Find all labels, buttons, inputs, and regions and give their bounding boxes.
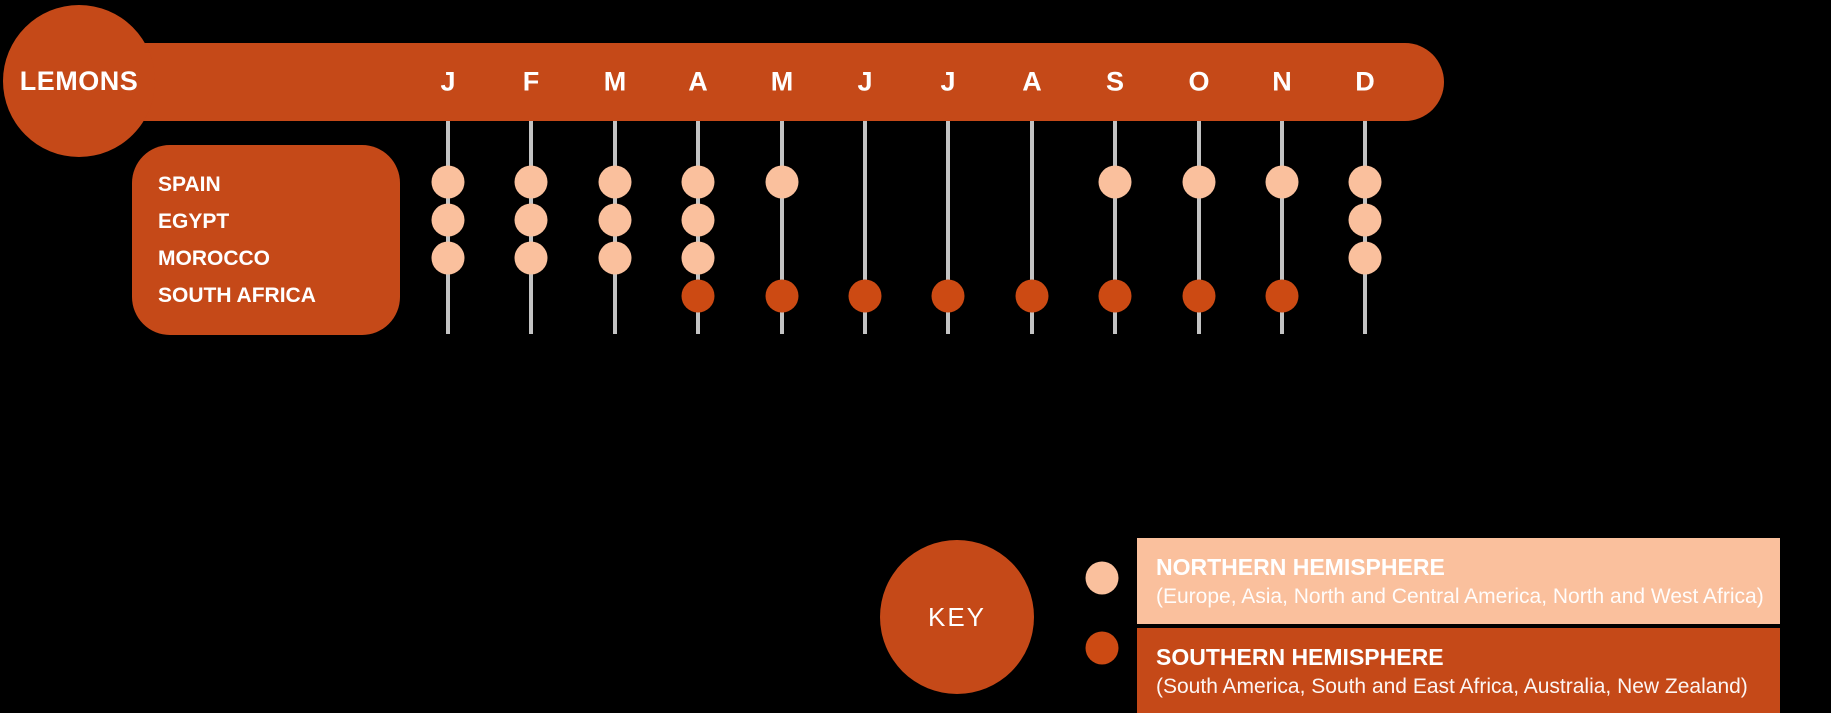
availability-dot (1348, 203, 1382, 237)
availability-dot (1265, 279, 1299, 313)
availability-dot (1348, 165, 1382, 199)
availability-dot (1015, 279, 1049, 313)
country-list: SPAIN EGYPT MOROCCO SOUTH AFRICA (132, 166, 400, 314)
key-badge: KEY (880, 540, 1034, 694)
availability-dot (514, 241, 548, 275)
availability-dot (598, 165, 632, 199)
availability-dot (598, 203, 632, 237)
southern-hemisphere-dot-icon (1085, 631, 1119, 665)
month-label: D (1355, 66, 1375, 97)
availability-dot (1265, 165, 1299, 199)
month-gridline (863, 121, 867, 334)
page-title: LEMONS (19, 65, 139, 96)
key-entry-title: NORTHERN HEMISPHERE (1156, 554, 1445, 580)
availability-dot (514, 203, 548, 237)
month-gridline (1113, 121, 1117, 334)
key-label: KEY (927, 601, 987, 632)
month-label: J (940, 66, 956, 97)
month-gridline (946, 121, 950, 334)
country-box: SPAIN EGYPT MOROCCO SOUTH AFRICA (132, 145, 400, 335)
availability-dot (1182, 279, 1216, 313)
availability-dot (765, 165, 799, 199)
key-entry-title: SOUTHERN HEMISPHERE (1156, 644, 1444, 670)
month-label: N (1272, 66, 1292, 97)
availability-dot (1348, 241, 1382, 275)
country-label-morocco: MOROCCO (158, 247, 270, 270)
availability-dot (848, 279, 882, 313)
month-gridline (1280, 121, 1284, 334)
month-label: J (440, 66, 456, 97)
country-label-egypt: EGYPT (158, 210, 230, 233)
availability-dot (598, 241, 632, 275)
availability-dot (1182, 165, 1216, 199)
availability-dot (514, 165, 548, 199)
availability-dot (765, 279, 799, 313)
availability-dot (1098, 279, 1132, 313)
month-label: S (1105, 66, 1125, 97)
availability-dot (681, 165, 715, 199)
availability-dot (1098, 165, 1132, 199)
country-label-south-africa: SOUTH AFRICA (158, 284, 316, 307)
month-label: M (603, 66, 627, 97)
availability-dot (431, 203, 465, 237)
availability-dot (681, 203, 715, 237)
availability-dot (431, 241, 465, 275)
availability-dot (431, 165, 465, 199)
availability-dot (931, 279, 965, 313)
key-entry-southern: SOUTHERN HEMISPHERE (South America, Sout… (1137, 628, 1780, 713)
month-label: A (1022, 66, 1042, 97)
month-gridline (1030, 121, 1034, 334)
month-gridline (1197, 121, 1201, 334)
month-label: J (857, 66, 873, 97)
month-label: A (688, 66, 708, 97)
month-label: O (1188, 66, 1210, 97)
month-gridline (780, 121, 784, 334)
key-entry-northern: NORTHERN HEMISPHERE (Europe, Asia, North… (1137, 538, 1780, 624)
country-label-spain: SPAIN (158, 173, 221, 196)
lemons-badge: LEMONS (3, 5, 155, 157)
months-bar (70, 43, 1444, 121)
availability-dot (681, 279, 715, 313)
northern-hemisphere-dot-icon (1085, 561, 1119, 595)
month-label: F (522, 66, 540, 97)
key-entry-regions: (Europe, Asia, North and Central America… (1156, 585, 1764, 608)
month-label: M (770, 66, 794, 97)
availability-dot (681, 241, 715, 275)
key-entry-regions: (South America, South and East Africa, A… (1156, 675, 1748, 698)
